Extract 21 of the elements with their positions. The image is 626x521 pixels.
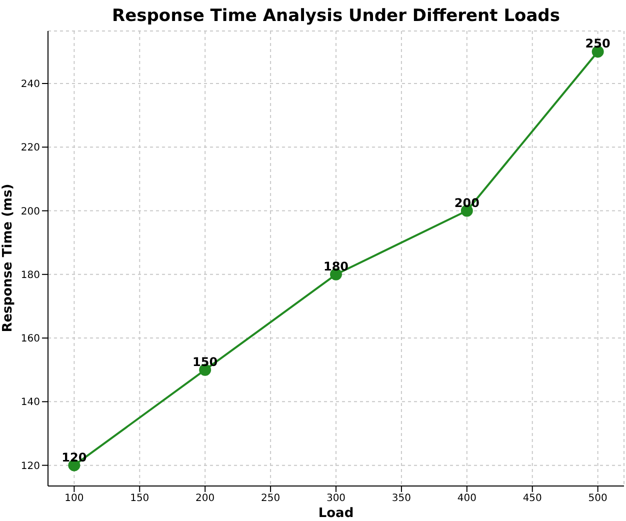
- y-tick-label: 240: [20, 79, 40, 90]
- x-tick-label: 500: [588, 493, 608, 504]
- x-tick-label: 350: [392, 493, 411, 504]
- x-axis-title: Load: [317, 506, 355, 521]
- chart-title: Response Time Analysis Under Different Loads: [111, 6, 561, 26]
- x-tick-label: 450: [522, 493, 542, 504]
- x-tick-label: 150: [130, 493, 150, 504]
- y-tick-label: 180: [20, 270, 40, 281]
- y-tick-label: 160: [20, 334, 40, 345]
- data-label: 250: [585, 36, 610, 51]
- x-tick-label: 100: [64, 493, 84, 504]
- x-tick-label: 400: [457, 493, 476, 504]
- y-tick-label: 200: [20, 206, 40, 218]
- y-tick-label: 220: [20, 142, 40, 154]
- x-tick-label: 250: [261, 493, 280, 504]
- data-label: 180: [323, 259, 349, 274]
- y-tick-label: 120: [20, 460, 40, 472]
- x-tick-label: 300: [326, 493, 346, 504]
- x-tick-label: 200: [196, 493, 215, 504]
- y-tick-label: 140: [20, 397, 40, 408]
- y-axis-title: Response Time (ms): [0, 184, 16, 332]
